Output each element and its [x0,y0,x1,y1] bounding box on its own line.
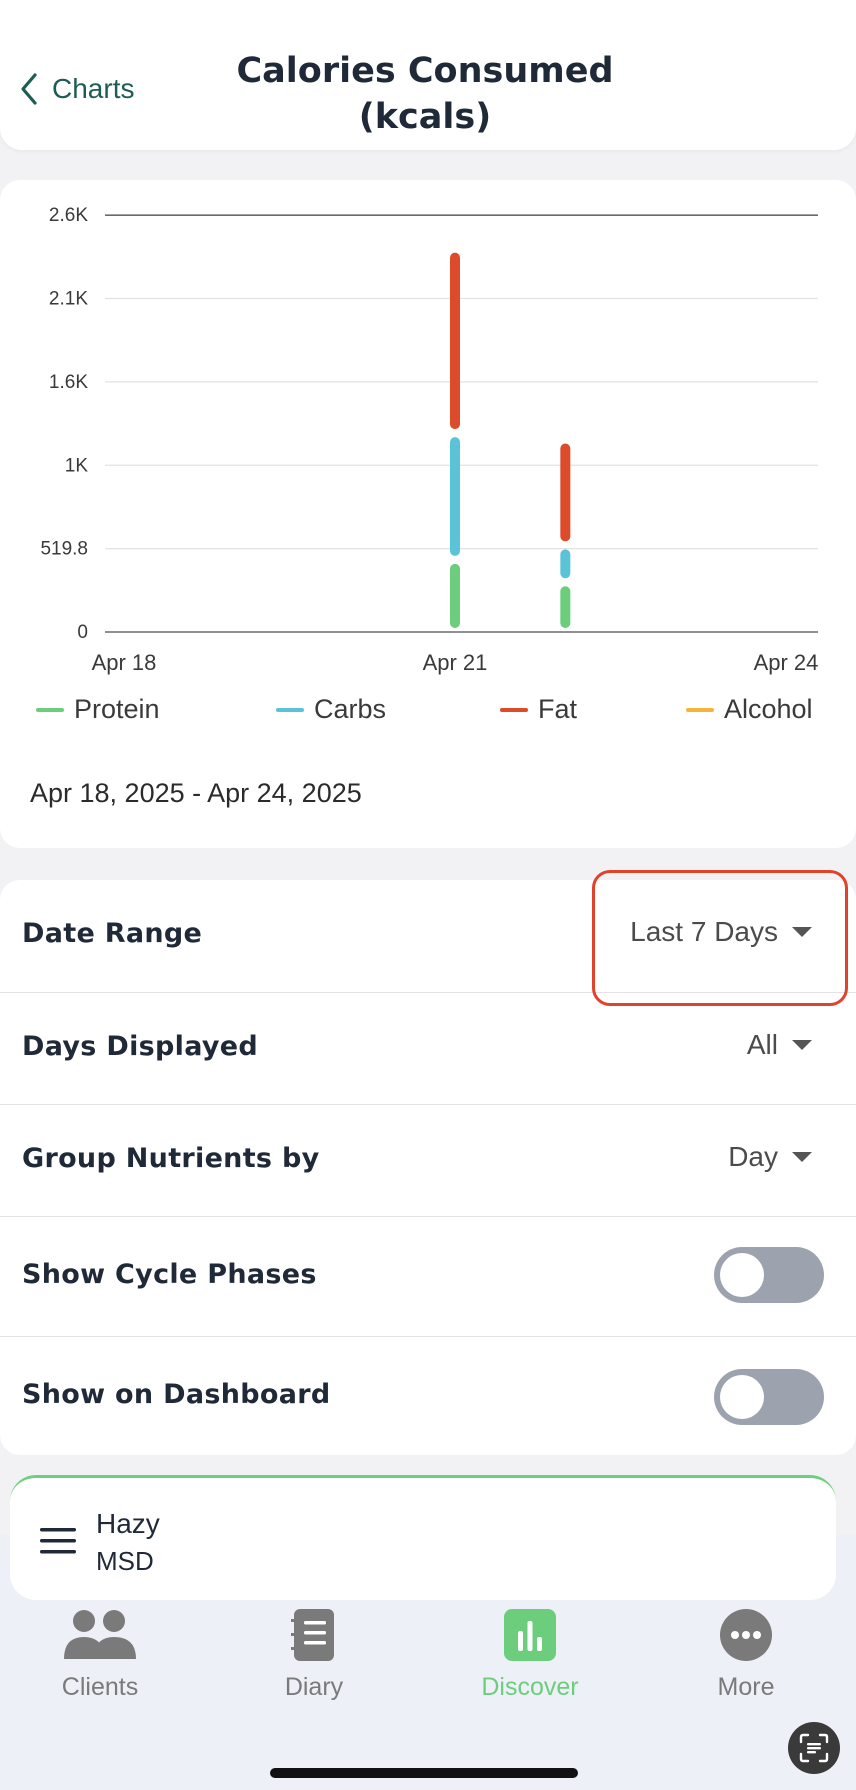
show-dashboard-label: Show on Dashboard [22,1379,331,1410]
chart-date-range: Apr 18, 2025 - Apr 24, 2025 [30,778,362,808]
chevron-left-icon [21,73,37,105]
y-tick-label: 1K [65,455,89,476]
bar-segment-carbs [450,437,460,556]
tab-more[interactable]: More [646,1605,846,1702]
days-displayed-value: All [746,1029,778,1060]
tab-label: More [717,1673,775,1701]
page-title-line1: Calories Consumed [236,51,614,91]
x-tick-label: Apr 24 [754,650,819,675]
page-title: Calories Consumed (kcals) [190,48,660,140]
settings-card: Date Range Last 7 Days Days Displayed Al… [0,880,856,1455]
date-range-value: Last 7 Days [630,916,778,947]
show-cycle-row: Show Cycle Phases [0,1216,856,1336]
page-title-line2: (kcals) [358,97,492,137]
client-selector[interactable]: Hazy MSD [10,1475,836,1600]
tab-diary[interactable]: Diary [214,1605,414,1702]
discover-icon [504,1609,556,1661]
scan-button[interactable] [788,1722,840,1774]
toggle-knob [720,1253,764,1297]
home-indicator [270,1768,578,1778]
caret-down-icon [792,1040,812,1050]
legend-swatch-fat [500,707,528,712]
tab-label: Clients [61,1673,139,1701]
clients-icon [64,1610,136,1659]
back-button[interactable]: Charts [20,72,134,106]
diary-icon [291,1609,334,1661]
tab-label: Discover [481,1673,579,1701]
x-tick-label: Apr 21 [423,650,488,675]
legend-swatch-alcohol [686,707,714,712]
show-dashboard-row: Show on Dashboard [0,1336,856,1455]
client-name: Hazy [96,1508,160,1539]
caret-down-icon [792,927,812,937]
calories-chart: 0 519.8 1K 1.6K 2.1K 2.6K Apr 18 Apr 21 Apr 24 [40,205,819,675]
chart-card: 0 519.8 1K 1.6K 2.1K 2.6K Apr 18 Apr 21 Apr 24 P… [0,180,856,848]
tab-clients[interactable]: Clients [0,1605,200,1702]
scan-text-icon [799,1733,829,1763]
legend-swatch-carbs [276,707,304,712]
bar-segment-fat [450,252,460,430]
client-subtitle: MSD [96,1546,154,1576]
chart-legend: Protein Carbs Fat Alcohol [0,694,856,734]
hamburger-menu-icon[interactable] [40,1528,76,1554]
y-tick-label: 2.6K [49,205,88,226]
y-tick-label: 519.8 [40,539,88,560]
days-displayed-label: Days Displayed [22,1031,259,1062]
legend-label-carbs: Carbs [314,694,387,724]
days-displayed-dropdown[interactable]: All [747,1029,812,1061]
show-cycle-label: Show Cycle Phases [22,1259,317,1290]
date-range-dropdown[interactable]: Last 7 Days [630,916,812,948]
group-by-value: Day [728,1141,778,1172]
more-icon [720,1609,772,1661]
tab-bar: Clients Diary Discover [0,1605,856,1715]
legend-item-alcohol: Alcohol [686,694,813,725]
legend-label-alcohol: Alcohol [724,694,813,724]
x-tick-label: Apr 18 [92,650,157,675]
y-tick-label: 2.1K [49,289,88,310]
legend-swatch-protein [36,707,64,712]
date-range-row: Date Range Last 7 Days [0,880,856,992]
legend-label-protein: Protein [74,694,160,724]
date-range-label: Date Range [22,918,203,949]
legend-item-fat: Fat [500,694,577,725]
legend-item-protein: Protein [36,694,160,725]
group-by-label: Group Nutrients by [22,1143,320,1174]
caret-down-icon [792,1152,812,1162]
back-label: Charts [52,73,135,104]
tab-label: Diary [284,1673,344,1701]
group-by-dropdown[interactable]: Day [728,1141,812,1173]
bar-segment-carbs [560,549,571,579]
bar-segment-protein [560,586,571,628]
y-tick-label: 0 [77,622,88,643]
legend-item-carbs: Carbs [276,694,386,725]
tab-discover[interactable]: Discover [430,1605,630,1702]
bar-segment-fat [560,443,571,542]
legend-label-fat: Fat [538,694,578,724]
toggle-knob [720,1375,764,1419]
group-by-row: Group Nutrients by Day [0,1104,856,1216]
days-displayed-row: Days Displayed All [0,992,856,1104]
y-tick-label: 1.6K [49,372,88,393]
header: Charts Calories Consumed (kcals) [0,0,856,150]
show-cycle-toggle[interactable] [714,1247,824,1303]
bar-segment-protein [450,563,460,628]
show-dashboard-toggle[interactable] [714,1369,824,1425]
